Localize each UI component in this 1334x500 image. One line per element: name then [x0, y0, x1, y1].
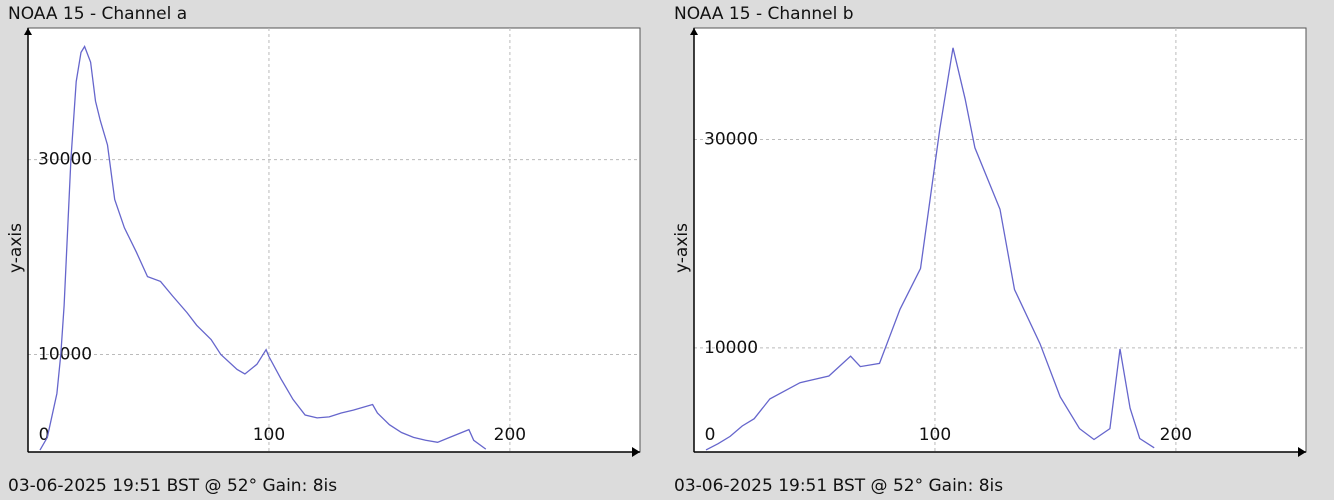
chart-title: NOAA 15 - Channel b [674, 4, 854, 24]
y-axis-label: y-axis [6, 223, 26, 273]
caption: 03-06-2025 19:51 BST @ 52° Gain: 8is [674, 476, 1003, 496]
chart-title: NOAA 15 - Channel a [8, 4, 187, 24]
x-tick-label: 0 [39, 425, 50, 445]
plot-area [27, 27, 641, 453]
line [39, 45, 487, 451]
caption: 03-06-2025 19:51 BST @ 52° Gain: 8is [8, 476, 337, 496]
y-tick-label: 30000 [38, 150, 92, 170]
y-tick-label: 10000 [704, 338, 758, 358]
y-tick-label: 30000 [704, 129, 758, 149]
x-tick-label: 100 [253, 425, 285, 445]
line [705, 47, 1155, 451]
axis-arrow [632, 447, 640, 457]
x-tick-label: 200 [1160, 425, 1192, 445]
axis-arrow [1298, 447, 1306, 457]
x-tick-label: 0 [705, 425, 716, 445]
axis-arrow [24, 28, 32, 35]
x-tick-label: 100 [919, 425, 951, 445]
axis-arrow [690, 28, 698, 35]
y-tick-label: 10000 [38, 345, 92, 365]
y-axis-label: y-axis [672, 223, 692, 273]
x-tick-label: 200 [494, 425, 526, 445]
plot-area [693, 27, 1307, 453]
